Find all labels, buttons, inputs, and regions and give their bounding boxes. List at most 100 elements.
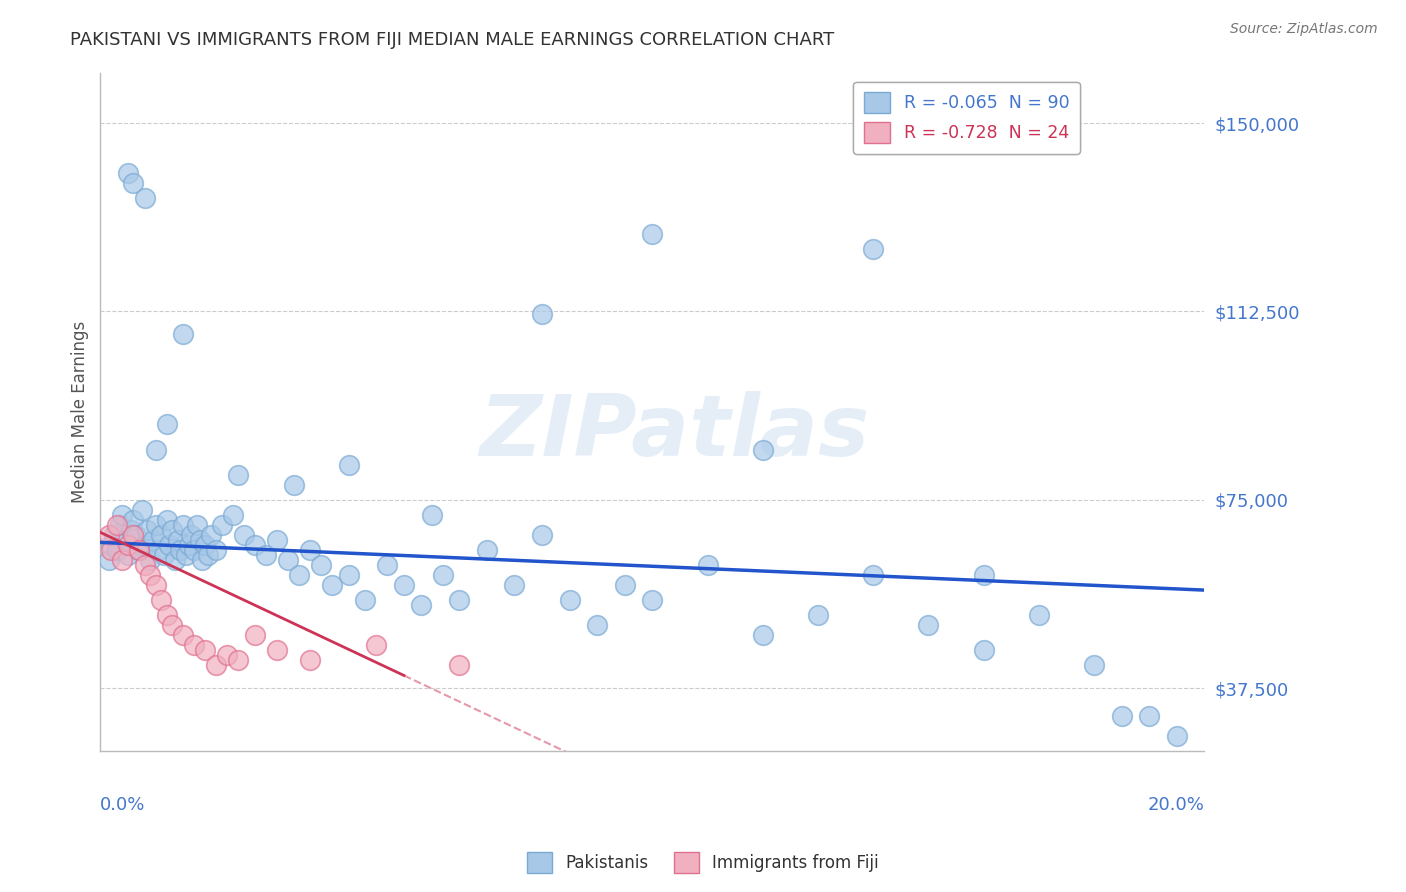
- Legend: Pakistanis, Immigrants from Fiji: Pakistanis, Immigrants from Fiji: [520, 846, 886, 880]
- Legend: R = -0.065  N = 90, R = -0.728  N = 24: R = -0.065 N = 90, R = -0.728 N = 24: [853, 82, 1080, 153]
- Point: [228, 467, 250, 482]
- Point: [211, 517, 233, 532]
- Point: [134, 558, 156, 572]
- Point: [160, 618, 183, 632]
- Point: [174, 548, 197, 562]
- Point: [696, 558, 718, 572]
- Text: ZIPatlas: ZIPatlas: [479, 391, 869, 474]
- Point: [105, 517, 128, 532]
- Point: [114, 533, 136, 547]
- Point: [354, 593, 377, 607]
- Point: [243, 628, 266, 642]
- Point: [222, 508, 245, 522]
- Point: [337, 458, 360, 472]
- Point: [117, 548, 139, 562]
- Point: [142, 533, 165, 547]
- Point: [217, 648, 239, 663]
- Y-axis label: Median Male Earnings: Median Male Earnings: [72, 321, 89, 503]
- Point: [205, 658, 228, 673]
- Text: PAKISTANI VS IMMIGRANTS FROM FIJI MEDIAN MALE EARNINGS CORRELATION CHART: PAKISTANI VS IMMIGRANTS FROM FIJI MEDIAN…: [70, 31, 835, 49]
- Point: [150, 528, 173, 542]
- Point: [409, 598, 432, 612]
- Point: [122, 528, 145, 542]
- Point: [530, 528, 553, 542]
- Point: [155, 417, 177, 432]
- Point: [1083, 658, 1105, 673]
- Point: [266, 643, 288, 657]
- Point: [377, 558, 399, 572]
- Point: [194, 538, 217, 552]
- Point: [183, 543, 205, 558]
- Point: [449, 658, 471, 673]
- Point: [243, 538, 266, 552]
- Point: [145, 578, 167, 592]
- Point: [228, 653, 250, 667]
- Point: [449, 593, 471, 607]
- Point: [128, 543, 150, 558]
- Point: [254, 548, 277, 562]
- Point: [752, 628, 775, 642]
- Text: 20.0%: 20.0%: [1147, 796, 1205, 814]
- Point: [309, 558, 332, 572]
- Point: [392, 578, 415, 592]
- Point: [172, 327, 194, 342]
- Point: [155, 608, 177, 623]
- Point: [752, 442, 775, 457]
- Point: [288, 568, 311, 582]
- Point: [166, 533, 188, 547]
- Point: [136, 523, 159, 537]
- Point: [100, 543, 122, 558]
- Point: [266, 533, 288, 547]
- Point: [100, 538, 122, 552]
- Point: [973, 568, 995, 582]
- Point: [177, 538, 200, 552]
- Point: [503, 578, 526, 592]
- Point: [197, 548, 219, 562]
- Text: 0.0%: 0.0%: [100, 796, 146, 814]
- Point: [111, 553, 134, 567]
- Point: [134, 192, 156, 206]
- Point: [122, 513, 145, 527]
- Point: [97, 553, 120, 567]
- Point: [163, 553, 186, 567]
- Point: [973, 643, 995, 657]
- Point: [105, 543, 128, 558]
- Point: [186, 517, 208, 532]
- Point: [862, 242, 884, 256]
- Point: [862, 568, 884, 582]
- Point: [613, 578, 636, 592]
- Point: [183, 638, 205, 652]
- Point: [641, 227, 664, 241]
- Point: [131, 503, 153, 517]
- Point: [1111, 708, 1133, 723]
- Point: [558, 593, 581, 607]
- Point: [299, 653, 322, 667]
- Point: [299, 543, 322, 558]
- Point: [145, 517, 167, 532]
- Point: [277, 553, 299, 567]
- Point: [1137, 708, 1160, 723]
- Point: [172, 517, 194, 532]
- Point: [191, 553, 214, 567]
- Point: [530, 307, 553, 321]
- Point: [122, 177, 145, 191]
- Point: [337, 568, 360, 582]
- Point: [200, 528, 222, 542]
- Point: [366, 638, 388, 652]
- Point: [180, 528, 202, 542]
- Point: [153, 548, 176, 562]
- Point: [420, 508, 443, 522]
- Point: [1166, 729, 1188, 743]
- Point: [120, 523, 142, 537]
- Text: Source: ZipAtlas.com: Source: ZipAtlas.com: [1230, 22, 1378, 37]
- Point: [111, 508, 134, 522]
- Point: [157, 538, 180, 552]
- Point: [148, 543, 170, 558]
- Point: [321, 578, 343, 592]
- Point: [117, 166, 139, 180]
- Point: [108, 517, 131, 532]
- Point: [194, 643, 217, 657]
- Point: [475, 543, 498, 558]
- Point: [134, 538, 156, 552]
- Point: [117, 538, 139, 552]
